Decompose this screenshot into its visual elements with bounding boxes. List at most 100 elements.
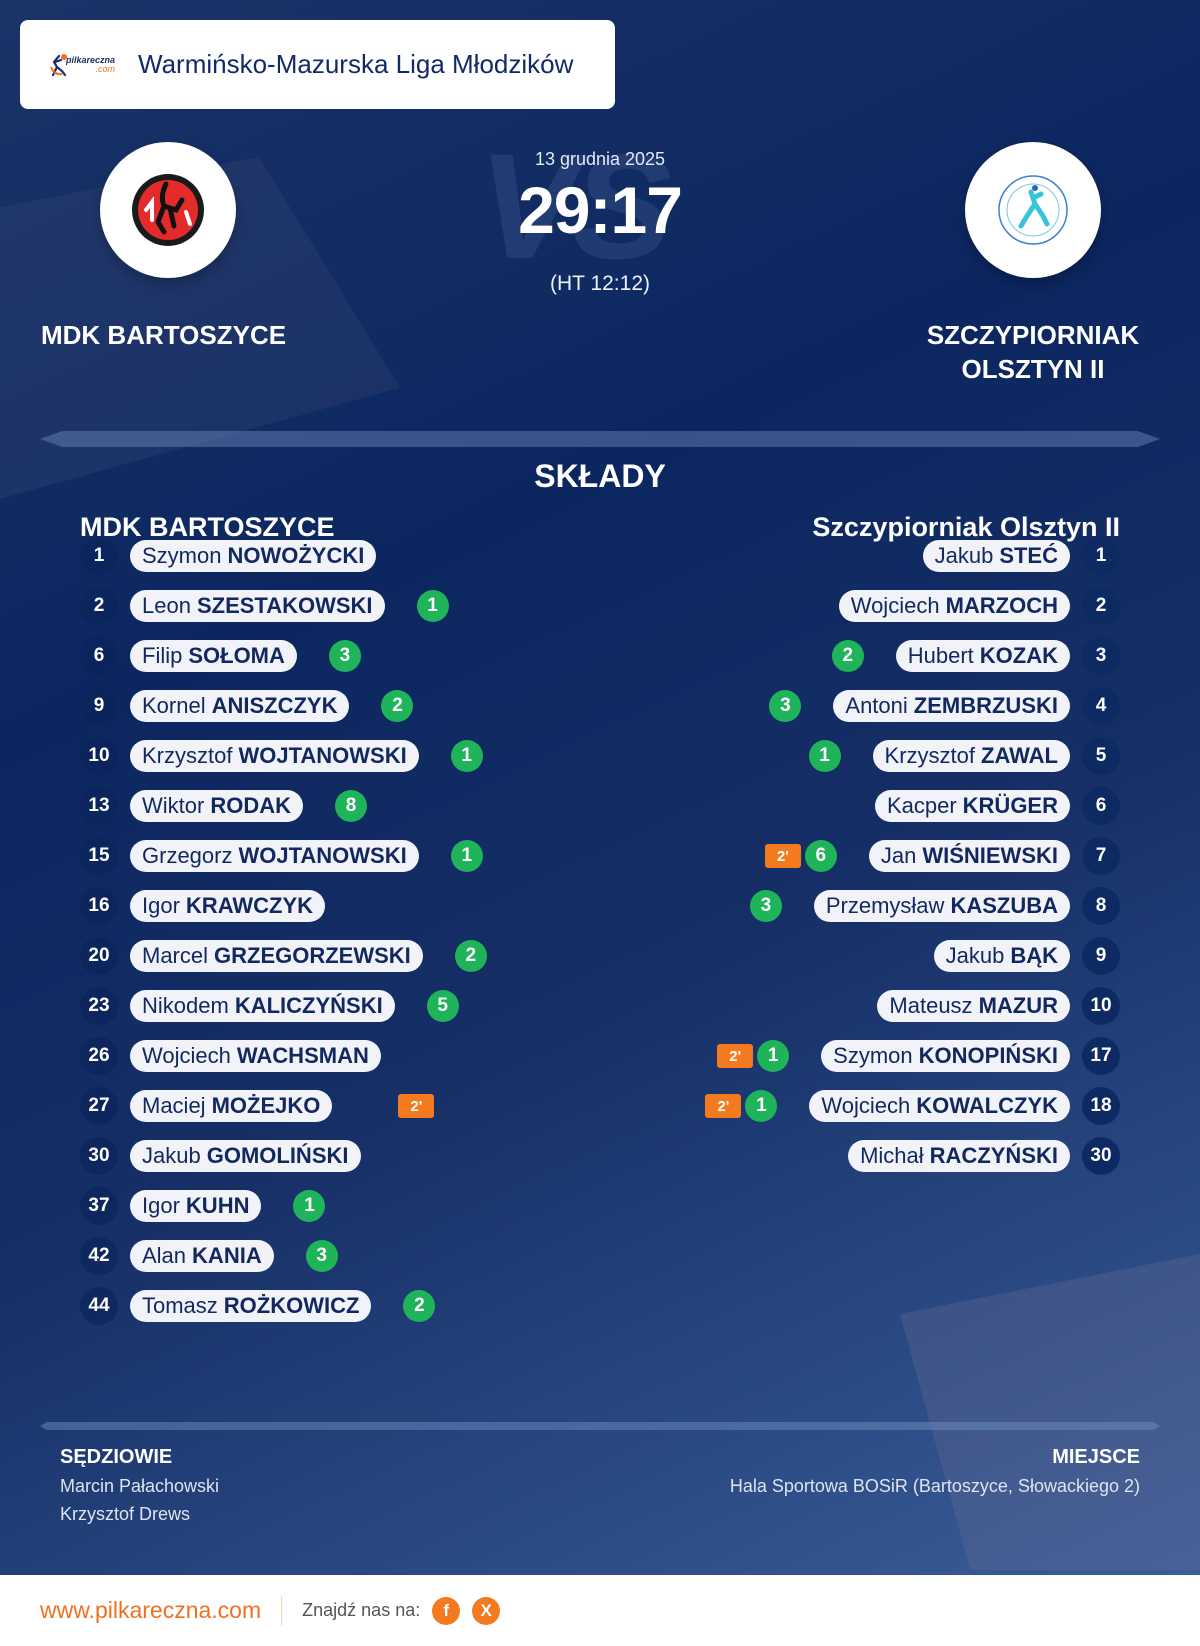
player-name-pill[interactable]: Leon SZESTAKOWSKI — [130, 590, 385, 622]
player-row[interactable]: 1 Jakub STEĆ — [922, 537, 1120, 575]
away-team-name-line2: OLSZTYN II — [961, 354, 1105, 384]
player-row[interactable]: 5 Krzysztof ZAWAL 1 — [808, 737, 1120, 775]
player-name-pill[interactable]: Szymon KONOPIŃSKI — [821, 1040, 1070, 1072]
player-name-pill[interactable]: Wojciech MARZOCH — [838, 590, 1070, 622]
player-row[interactable]: 4 Antoni ZEMBRZUSKI 3 — [769, 687, 1120, 725]
player-row[interactable]: 9 Kornel ANISZCZYK 2 — [80, 687, 414, 725]
mdk-bartoszyce-crest-icon — [132, 174, 204, 246]
player-name-pill[interactable]: Krzysztof ZAWAL — [872, 740, 1070, 772]
player-name-pill[interactable]: Kornel ANISZCZYK — [130, 690, 350, 722]
player-last-name: KANIA — [192, 1243, 262, 1268]
player-row[interactable]: 2 Leon SZESTAKOWSKI 1 — [80, 587, 449, 625]
player-number: 1 — [80, 537, 118, 575]
ks-szczypiorniak-crest-icon — [998, 175, 1068, 245]
player-row[interactable]: 10 Krzysztof WOJTANOWSKI 1 — [80, 737, 483, 775]
player-stats: 2 — [454, 940, 487, 972]
player-name-pill[interactable]: Michał RACZYŃSKI — [848, 1140, 1070, 1172]
player-name-pill[interactable]: Szymon NOWOŻYCKI — [130, 540, 377, 572]
player-number: 8 — [1082, 887, 1120, 925]
player-row[interactable]: 30 Jakub GOMOLIŃSKI — [80, 1137, 361, 1175]
player-name-pill[interactable]: Hubert KOZAK — [895, 640, 1070, 672]
player-row[interactable]: 16 Igor KRAWCZYK — [80, 887, 326, 925]
home-team-logo[interactable] — [100, 142, 236, 278]
player-name-pill[interactable]: Igor KUHN — [130, 1190, 262, 1222]
player-name-pill[interactable]: Tomasz ROŻKOWICZ — [130, 1290, 372, 1322]
player-row[interactable]: 1 Szymon NOWOŻYCKI — [80, 537, 377, 575]
league-header-card: pilkareczna .com Warmińsko-Mazurska Liga… — [20, 20, 615, 109]
player-name-pill[interactable]: Jakub STEĆ — [922, 540, 1070, 572]
player-stats: 2 — [403, 1290, 436, 1322]
decorative-shape — [900, 1250, 1200, 1570]
player-row[interactable]: 13 Wiktor RODAK 8 — [80, 787, 367, 825]
player-name-pill[interactable]: Krzysztof WOJTANOWSKI — [130, 740, 419, 772]
player-row[interactable]: 6 Kacper KRÜGER — [874, 787, 1120, 825]
player-row[interactable]: 2 Wojciech MARZOCH — [838, 587, 1120, 625]
player-row[interactable]: 7 Jan WIŚNIEWSKI 6 2' — [764, 837, 1120, 875]
footer: www.pilkareczna.com Znajdź nas na: f X — [0, 1575, 1200, 1646]
league-title: Warmińsko-Mazurska Liga Młodzików — [138, 49, 574, 79]
goals-badge: 2 — [381, 690, 414, 722]
referee-name: Krzysztof Drews — [60, 1504, 191, 1524]
footer-separator — [281, 1595, 283, 1626]
player-name-pill[interactable]: Jakub BĄK — [933, 940, 1070, 972]
x-icon[interactable]: X — [472, 1596, 501, 1625]
player-row[interactable]: 23 Nikodem KALICZYŃSKI 5 — [80, 987, 459, 1025]
player-row[interactable]: 9 Jakub BĄK — [933, 937, 1120, 975]
player-number: 23 — [80, 987, 118, 1025]
player-name-pill[interactable]: Marcel GRZEGORZEWSKI — [130, 940, 423, 972]
facebook-icon[interactable]: f — [432, 1596, 461, 1625]
home-roster-title: MDK BARTOSZYCE — [80, 512, 335, 542]
player-row[interactable]: 26 Wojciech WACHSMAN — [80, 1037, 381, 1075]
player-row[interactable]: 10 Mateusz MAZUR — [877, 987, 1120, 1025]
player-row[interactable]: 37 Igor KUHN 1 — [80, 1187, 326, 1225]
player-first-name: Tomasz — [142, 1293, 218, 1318]
player-row[interactable]: 44 Tomasz ROŻKOWICZ 2 — [80, 1287, 436, 1325]
player-first-name: Leon — [142, 593, 191, 618]
player-name-pill[interactable]: Filip SOŁOMA — [130, 640, 297, 672]
player-number: 20 — [80, 937, 118, 975]
player-stats: 1 — [416, 590, 449, 622]
player-name-pill[interactable]: Kacper KRÜGER — [874, 790, 1070, 822]
player-name-pill[interactable]: Wiktor RODAK — [130, 790, 303, 822]
player-stats: 3 — [749, 890, 782, 922]
player-name-pill[interactable]: Igor KRAWCZYK — [130, 890, 326, 922]
player-row[interactable]: 6 Filip SOŁOMA 3 — [80, 637, 361, 675]
pilkareczna-logo[interactable]: pilkareczna .com — [50, 51, 122, 79]
website-link[interactable]: www.pilkareczna.com — [40, 1597, 262, 1623]
player-number: 15 — [80, 837, 118, 875]
goals-badge: 5 — [426, 990, 459, 1022]
player-number: 44 — [80, 1287, 118, 1325]
goals-badge: 2 — [831, 640, 864, 672]
goals-badge: 1 — [757, 1040, 790, 1072]
player-first-name: Jan — [880, 843, 917, 868]
player-name-pill[interactable]: Maciej MOŻEJKO — [130, 1090, 333, 1122]
player-row[interactable]: 30 Michał RACZYŃSKI — [848, 1137, 1120, 1175]
player-row[interactable]: 42 Alan KANIA 3 — [80, 1237, 338, 1275]
player-row[interactable]: 20 Marcel GRZEGORZEWSKI 2 — [80, 937, 487, 975]
player-name-pill[interactable]: Alan KANIA — [130, 1240, 274, 1272]
player-row[interactable]: 18 Wojciech KOWALCZYK 1 2' — [705, 1087, 1120, 1125]
player-name-pill[interactable]: Jan WIŚNIEWSKI — [868, 840, 1070, 872]
player-name-pill[interactable]: Jakub GOMOLIŃSKI — [130, 1140, 361, 1172]
player-number: 6 — [80, 637, 118, 675]
player-row[interactable]: 8 Przemysław KASZUBA 3 — [749, 887, 1120, 925]
player-number: 16 — [80, 887, 118, 925]
player-name-pill[interactable]: Wojciech KOWALCZYK — [809, 1090, 1070, 1122]
player-name-pill[interactable]: Nikodem KALICZYŃSKI — [130, 990, 395, 1022]
player-last-name: KRAWCZYK — [185, 893, 314, 918]
player-name-pill[interactable]: Wojciech WACHSMAN — [130, 1040, 381, 1072]
player-name-pill[interactable]: Przemysław KASZUBA — [813, 890, 1070, 922]
goals-badge: 1 — [745, 1090, 778, 1122]
player-name-pill[interactable]: Grzegorz WOJTANOWSKI — [130, 840, 419, 872]
away-team-logo[interactable] — [965, 142, 1101, 278]
player-row[interactable]: 17 Szymon KONOPIŃSKI 1 2' — [717, 1037, 1120, 1075]
player-row[interactable]: 3 Hubert KOZAK 2 — [831, 637, 1120, 675]
player-stats: 3 — [328, 640, 361, 672]
player-name-pill[interactable]: Antoni ZEMBRZUSKI — [833, 690, 1070, 722]
player-name-pill[interactable]: Mateusz MAZUR — [877, 990, 1070, 1022]
player-row[interactable]: 15 Grzegorz WOJTANOWSKI 1 — [80, 837, 483, 875]
player-last-name: WACHSMAN — [236, 1043, 369, 1068]
player-stats: 1 2' — [705, 1090, 778, 1122]
player-last-name: KUHN — [185, 1193, 250, 1218]
player-row[interactable]: 27 Maciej MOŻEJKO 2' — [80, 1087, 435, 1125]
